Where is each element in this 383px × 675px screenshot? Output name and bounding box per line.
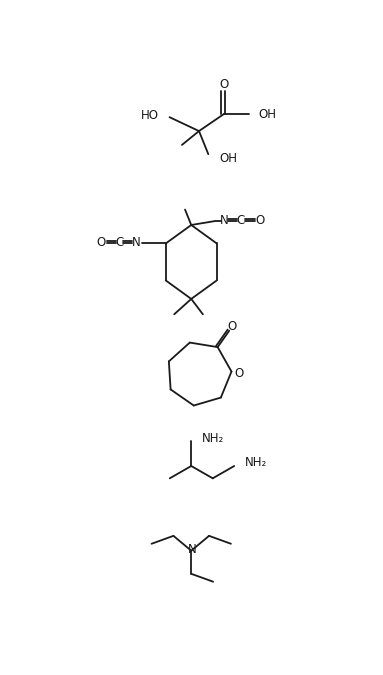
Text: N: N [188,543,196,556]
Text: NH₂: NH₂ [245,456,267,469]
Text: OH: OH [219,153,237,165]
Text: O: O [219,78,228,91]
Text: C: C [237,214,245,227]
Text: O: O [235,367,244,379]
Text: C: C [115,236,123,249]
Text: OH: OH [259,107,277,121]
Text: NH₂: NH₂ [202,432,224,445]
Text: HO: HO [141,109,159,122]
Text: O: O [255,214,265,227]
Text: N: N [219,214,228,227]
Text: O: O [96,236,105,249]
Text: N: N [132,236,141,249]
Text: O: O [228,320,237,333]
